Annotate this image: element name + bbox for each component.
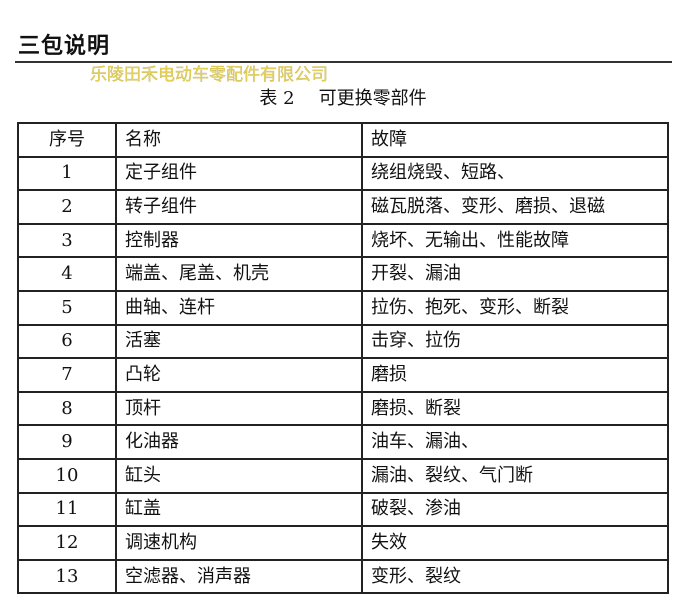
table-row: 7 凸轮 磨损 [17, 357, 669, 393]
part-name: 调速机构 [115, 525, 363, 561]
table-title: 可更换零部件 [318, 88, 427, 109]
table-row: 6 活塞 击穿、拉伤 [17, 323, 669, 360]
row-number: 11 [17, 491, 117, 528]
page-heading: 三包说明 [18, 34, 111, 59]
part-name: 定子组件 [115, 155, 363, 192]
fault: 油车、漏油、 [361, 424, 669, 460]
fault: 漏油、裂纹、气门断 [361, 457, 669, 494]
part-name: 缸盖 [115, 491, 363, 528]
fault: 破裂、渗油 [361, 491, 669, 528]
part-name: 端盖、尾盖、机壳 [115, 256, 363, 292]
fault: 磨损 [361, 357, 669, 393]
part-name: 空滤器、消声器 [115, 558, 363, 595]
table-row: 5 曲轴、连杆 拉伤、抱死、变形、断裂 [17, 289, 669, 326]
part-name: 控制器 [115, 222, 363, 259]
row-number: 1 [17, 155, 117, 192]
part-name: 活塞 [115, 323, 363, 360]
table-row: 4 端盖、尾盖、机壳 开裂、漏油 [17, 256, 669, 292]
table-row: 11 缸盖 破裂、渗油 [17, 491, 669, 528]
row-number: 3 [17, 222, 117, 259]
table-number: 表 2 [259, 88, 295, 109]
part-name: 缸头 [115, 457, 363, 494]
table-row: 12 调速机构 失效 [17, 525, 669, 561]
table-row: 13 空滤器、消声器 变形、裂纹 [17, 558, 669, 595]
part-name: 化油器 [115, 424, 363, 460]
watermark: 乐陵田禾电动车零配件有限公司 [90, 65, 328, 85]
fault: 磁瓦脱落、变形、磨损、退磁 [361, 189, 669, 225]
table-row: 2 转子组件 磁瓦脱落、变形、磨损、退磁 [17, 189, 669, 225]
row-number: 12 [17, 525, 117, 561]
row-number: 5 [17, 289, 117, 326]
row-number: 2 [17, 189, 117, 225]
fault: 烧坏、无输出、性能故障 [361, 222, 669, 259]
fault: 磨损、断裂 [361, 390, 669, 427]
part-name: 转子组件 [115, 189, 363, 225]
table-caption: 表 2 可更换零部件 [0, 88, 686, 110]
fault: 击穿、拉伤 [361, 323, 669, 360]
part-name: 顶杆 [115, 390, 363, 427]
row-number: 4 [17, 256, 117, 292]
heading-rule [15, 61, 672, 63]
table-row: 8 顶杆 磨损、断裂 [17, 390, 669, 427]
part-name: 曲轴、连杆 [115, 289, 363, 326]
parts-table: 序号 名称 故障 1 定子组件 绕组烧毁、短路、 2 转子组件 磁瓦脱落、变形、磨损、退磁… [17, 122, 669, 595]
row-number: 7 [17, 357, 117, 393]
row-number: 10 [17, 457, 117, 494]
table-row: 3 控制器 烧坏、无输出、性能故障 [17, 222, 669, 259]
row-number: 9 [17, 424, 117, 460]
fault: 开裂、漏油 [361, 256, 669, 292]
table-row: 1 定子组件 绕组烧毁、短路、 [17, 155, 669, 192]
table-row: 9 化油器 油车、漏油、 [17, 424, 669, 460]
row-number: 8 [17, 390, 117, 427]
header-cell: 名称 [115, 122, 363, 158]
table-row: 10 缸头 漏油、裂纹、气门断 [17, 457, 669, 494]
part-name: 凸轮 [115, 357, 363, 393]
fault: 绕组烧毁、短路、 [361, 155, 669, 192]
header-cell: 故障 [361, 122, 669, 158]
fault: 失效 [361, 525, 669, 561]
row-number: 6 [17, 323, 117, 360]
fault: 拉伤、抱死、变形、断裂 [361, 289, 669, 326]
row-number: 13 [17, 558, 117, 595]
header-cell: 序号 [17, 122, 117, 158]
fault: 变形、裂纹 [361, 558, 669, 595]
table-header-row: 序号 名称 故障 [17, 122, 669, 158]
